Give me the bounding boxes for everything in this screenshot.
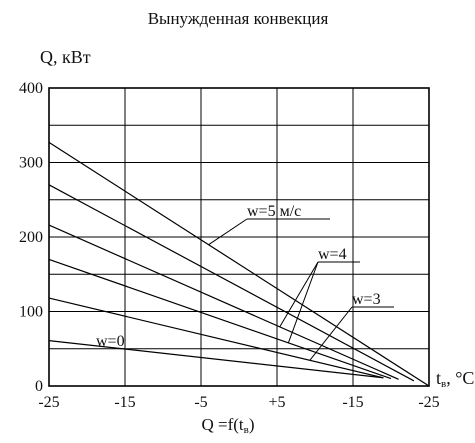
- y-tick-label: 300: [19, 155, 43, 172]
- x-tick-label: +5: [268, 394, 285, 411]
- y-tick-label: 0: [35, 378, 43, 395]
- series-annotations: w=5 м/с w=4 w=3 w=0: [96, 203, 394, 361]
- series-annotation: w=0: [96, 333, 125, 350]
- y-tick-label: 400: [19, 80, 43, 97]
- x-axis-label: tв, °C: [436, 368, 474, 390]
- x-tick-label: -25: [38, 394, 59, 411]
- y-axis-label: Q, кВт: [40, 47, 91, 67]
- annotation-leader: [279, 261, 319, 328]
- series-line-2: [48, 224, 399, 380]
- annotation-leader: [287, 261, 319, 343]
- annotation-leader: [309, 306, 353, 361]
- x-tick-label: -15: [114, 394, 135, 411]
- chart-title: Вынужденная конвекция: [148, 9, 329, 28]
- x-tick-label: -5: [194, 394, 207, 411]
- y-tick-labels: 0 100 200 300 400: [19, 80, 43, 395]
- y-tick-label: 200: [19, 229, 43, 246]
- series-annotation: w=3: [352, 291, 381, 308]
- formula: Q =f(tв): [201, 415, 254, 436]
- series-line-0: [48, 141, 430, 387]
- x-tick-label: -25: [418, 394, 439, 411]
- series-annotation: w=4: [318, 246, 347, 263]
- series-line-3: [48, 258, 392, 380]
- y-tick-label: 100: [19, 304, 43, 321]
- series-line-4: [48, 297, 384, 379]
- series-lines: [48, 141, 430, 387]
- x-tick-label: -15: [342, 394, 363, 411]
- grid: [49, 88, 429, 386]
- series-line-1: [48, 184, 415, 382]
- series-line-5: [48, 340, 384, 379]
- annotation-leader: [208, 218, 248, 246]
- x-tick-labels: -25 -15 -5 +5 -15 -25: [38, 394, 439, 411]
- series-annotation: w=5 м/с: [247, 203, 301, 220]
- plot-frame: [48, 87, 430, 387]
